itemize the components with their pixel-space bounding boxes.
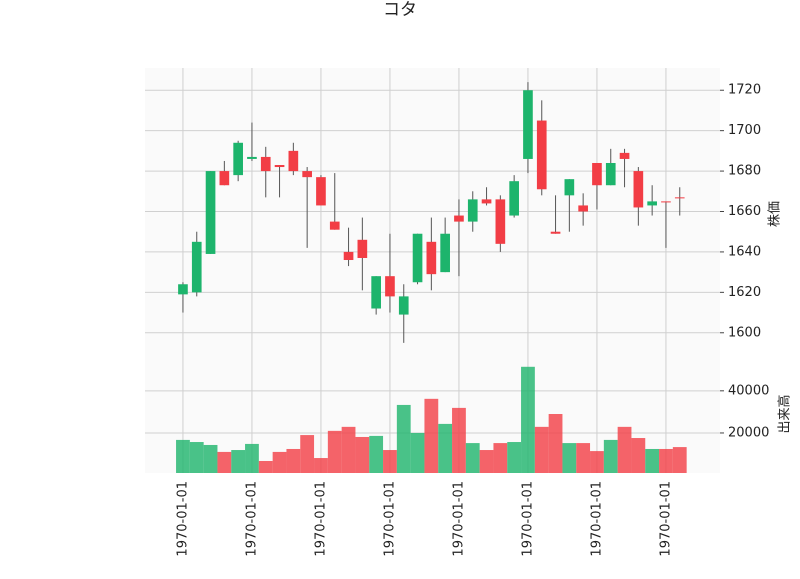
candle-body — [495, 199, 506, 244]
y-tick-label: 1600 — [728, 325, 761, 340]
marks — [176, 82, 687, 473]
x-tick-label: 1970-01-01 — [451, 481, 466, 557]
candle-body — [233, 142, 243, 176]
candle-body — [412, 233, 423, 283]
volume-bar — [189, 442, 204, 473]
candle-body — [509, 181, 519, 216]
volume-bar — [631, 438, 646, 473]
candle-body — [481, 199, 492, 204]
candle-body — [661, 201, 671, 203]
x-tick-label: 1970-01-01 — [175, 481, 190, 557]
candle-body — [191, 241, 202, 293]
candle-body — [247, 156, 257, 159]
candle-body — [329, 221, 340, 230]
candle-body — [605, 162, 616, 186]
volume-bar — [576, 443, 591, 473]
volume-bar — [659, 448, 673, 473]
candle-body — [343, 251, 354, 261]
volume-bar — [410, 432, 425, 473]
y-tick-label: 1720 — [728, 83, 761, 98]
x-tick-label: 1970-01-01 — [589, 481, 604, 557]
volume-axis-label: 出来高 — [777, 394, 793, 433]
candle-body — [467, 199, 478, 222]
candle-body — [674, 197, 685, 199]
candle-body — [302, 171, 312, 178]
x-tick-label: 1970-01-01 — [244, 481, 259, 557]
volume-bar — [286, 448, 301, 473]
candle-body — [398, 296, 409, 315]
volume-bar — [603, 439, 618, 473]
x-tick-label: 1970-01-01 — [313, 481, 328, 557]
candle-body — [633, 171, 644, 208]
candle-body — [426, 241, 437, 275]
volume-bar — [424, 398, 439, 473]
volume-tick-label: 20000 — [728, 425, 769, 440]
volume-bar — [245, 443, 259, 473]
volume-bar — [355, 436, 370, 473]
volume-bar — [314, 458, 328, 473]
volume-bar — [452, 407, 466, 473]
volume-bar — [617, 426, 632, 473]
volume-bar — [438, 423, 453, 473]
candle-body — [316, 177, 326, 206]
candle-body — [385, 276, 395, 297]
y-axis-label: 株価 — [768, 201, 783, 227]
volume-bar — [465, 443, 480, 473]
volume-bar — [258, 460, 273, 473]
volume-bar — [300, 435, 315, 473]
candle-body — [274, 165, 285, 168]
chart-title: コタ — [383, 0, 417, 20]
volume-bar — [534, 426, 549, 473]
volume-bar — [327, 430, 342, 473]
volume-bar — [493, 443, 508, 473]
candle-body — [536, 120, 547, 190]
volume-bar — [176, 439, 190, 473]
volume-bar — [645, 448, 660, 473]
candle-body — [440, 233, 450, 273]
volume-bar — [507, 442, 522, 473]
volume-bar — [479, 450, 494, 473]
candle-body — [619, 152, 630, 159]
y-tick-label: 1680 — [728, 164, 761, 179]
volume-bar — [217, 451, 232, 473]
candle-body — [178, 284, 188, 295]
volume-bar — [272, 451, 287, 473]
volume-tick-label: 40000 — [728, 383, 769, 398]
volume-bar — [548, 414, 563, 473]
volume-bar — [383, 450, 397, 473]
candle-body — [592, 162, 602, 186]
x-tick-label: 1970-01-01 — [382, 481, 397, 557]
grid — [145, 68, 724, 473]
candle-body — [260, 156, 271, 172]
volume-bar — [341, 426, 356, 473]
y-tick-label: 1640 — [728, 244, 761, 259]
volume-bar — [396, 404, 411, 473]
candle-body — [371, 276, 381, 309]
candle-body — [205, 171, 216, 254]
candle-body — [578, 205, 588, 212]
candle-body — [357, 239, 368, 258]
volume-bar — [521, 366, 535, 473]
volume-bar — [562, 443, 577, 473]
x-tick-label: 1970-01-01 — [520, 481, 535, 557]
y-tick-label: 1660 — [728, 204, 761, 219]
volume-bar — [590, 451, 604, 473]
volume-bar — [369, 435, 384, 473]
candle-body — [647, 201, 657, 206]
volume-bar — [203, 444, 218, 473]
candle-body — [564, 179, 575, 196]
candle-body — [523, 90, 533, 159]
candle-body — [550, 231, 561, 234]
x-tick-label: 1970-01-01 — [658, 481, 673, 557]
candle-body — [219, 171, 230, 186]
volume-bar — [672, 447, 687, 473]
y-tick-label: 1620 — [728, 285, 761, 300]
y-tick-label: 1700 — [728, 123, 761, 138]
volume-bar — [231, 450, 246, 473]
candle-body — [288, 150, 299, 172]
candle-body — [454, 215, 464, 222]
